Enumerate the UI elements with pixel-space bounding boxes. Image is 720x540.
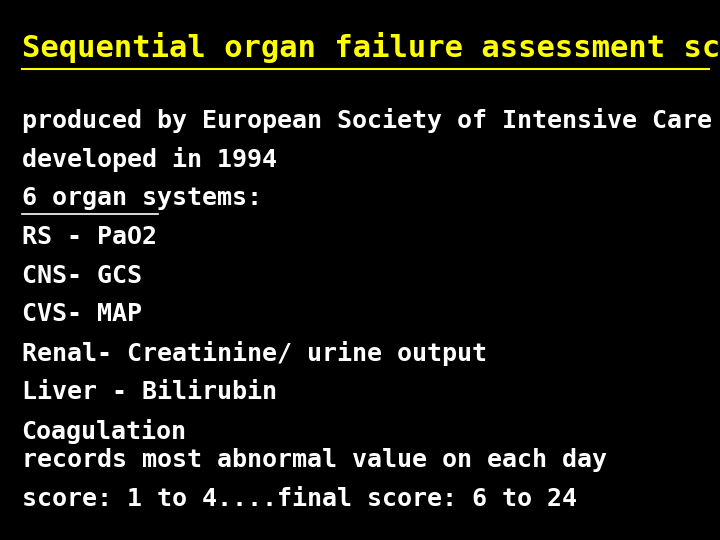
Text: developed in 1994: developed in 1994 bbox=[22, 147, 276, 172]
Text: score: 1 to 4....final score: 6 to 24: score: 1 to 4....final score: 6 to 24 bbox=[22, 487, 577, 511]
Text: 6 organ systems:: 6 organ systems: bbox=[22, 186, 261, 210]
Text: Sequential organ failure assessment score (SOFA): Sequential organ failure assessment scor… bbox=[22, 32, 720, 63]
Text: CNS- GCS: CNS- GCS bbox=[22, 264, 142, 287]
Text: Coagulation: Coagulation bbox=[22, 419, 186, 444]
Text: RS - PaO2: RS - PaO2 bbox=[22, 225, 157, 248]
Text: records most abnormal value on each day: records most abnormal value on each day bbox=[22, 448, 606, 472]
Text: CVS- MAP: CVS- MAP bbox=[22, 302, 142, 326]
Text: Renal- Creatinine/ urine output: Renal- Creatinine/ urine output bbox=[22, 341, 487, 366]
Text: Liver - Bilirubin: Liver - Bilirubin bbox=[22, 380, 276, 404]
Text: produced by European Society of Intensive Care Medicine: produced by European Society of Intensiv… bbox=[22, 108, 720, 133]
